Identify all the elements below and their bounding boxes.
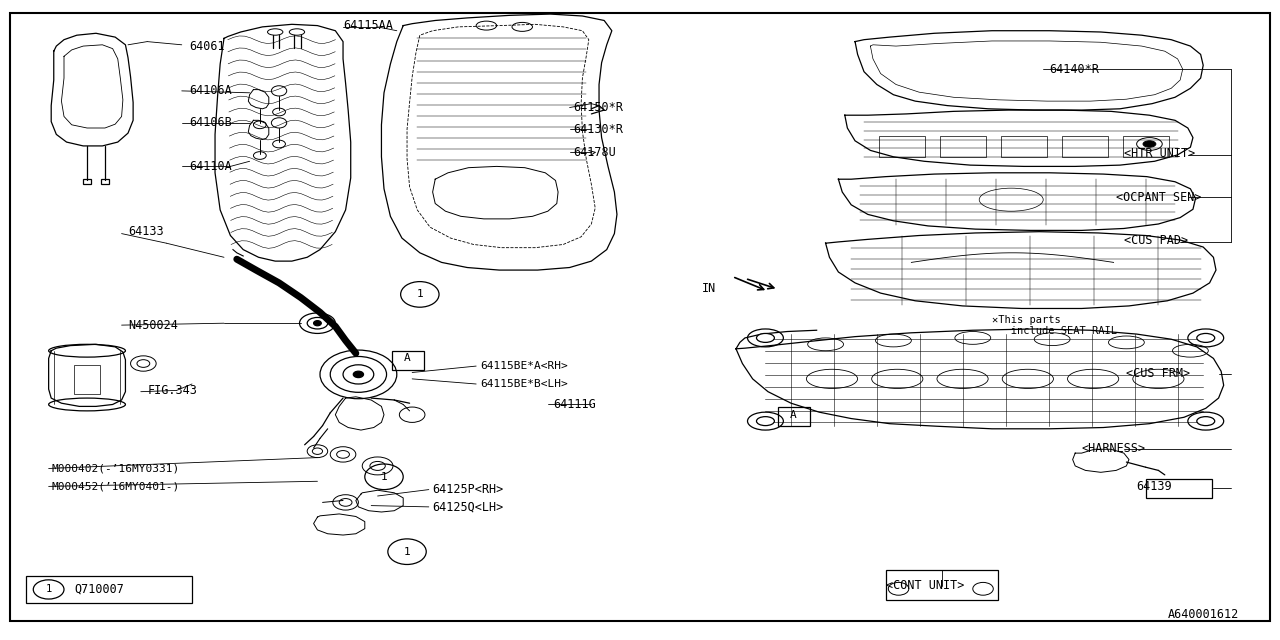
Text: M000452(’16MY0401-): M000452(’16MY0401-) bbox=[51, 481, 179, 492]
Text: 64111G: 64111G bbox=[553, 398, 595, 411]
Text: 64110A: 64110A bbox=[189, 160, 232, 173]
Text: 64115BE*B<LH>: 64115BE*B<LH> bbox=[480, 379, 568, 389]
Text: 64061: 64061 bbox=[189, 40, 225, 52]
Text: A640001612: A640001612 bbox=[1167, 608, 1239, 621]
Bar bbox=[74, 365, 100, 394]
Bar bbox=[1062, 136, 1107, 157]
Text: <CUS FRM>: <CUS FRM> bbox=[1126, 367, 1190, 380]
Text: 64178U: 64178U bbox=[573, 146, 616, 159]
Bar bbox=[1146, 479, 1212, 498]
Bar bbox=[101, 179, 109, 184]
Polygon shape bbox=[826, 232, 1216, 308]
Polygon shape bbox=[314, 514, 365, 535]
Bar bbox=[83, 179, 91, 184]
Ellipse shape bbox=[1143, 141, 1156, 147]
Polygon shape bbox=[248, 90, 269, 109]
Text: 64115AA: 64115AA bbox=[343, 19, 393, 32]
Text: 64125Q<LH>: 64125Q<LH> bbox=[433, 500, 504, 513]
Polygon shape bbox=[51, 33, 133, 146]
Text: 64133: 64133 bbox=[128, 225, 164, 238]
Text: <CUS PAD>: <CUS PAD> bbox=[1124, 234, 1188, 247]
Text: <HARNESS>: <HARNESS> bbox=[1082, 442, 1146, 454]
Text: 64139: 64139 bbox=[1137, 480, 1172, 493]
Polygon shape bbox=[381, 14, 617, 270]
Text: 64125P<RH>: 64125P<RH> bbox=[433, 483, 504, 496]
Polygon shape bbox=[248, 120, 269, 140]
Text: ✕This parts
   include SEAT RAIL: ✕This parts include SEAT RAIL bbox=[992, 315, 1117, 337]
Ellipse shape bbox=[353, 371, 364, 378]
Text: 1: 1 bbox=[403, 547, 411, 557]
Text: IN: IN bbox=[701, 282, 716, 294]
Bar bbox=[1001, 136, 1047, 157]
Text: 1: 1 bbox=[46, 584, 51, 595]
Polygon shape bbox=[49, 344, 125, 406]
Polygon shape bbox=[845, 110, 1193, 166]
Text: <OCPANT SEN>: <OCPANT SEN> bbox=[1116, 191, 1202, 204]
Text: 64150*R: 64150*R bbox=[573, 101, 623, 114]
Ellipse shape bbox=[314, 321, 321, 326]
Text: M000402(-’16MY0331): M000402(-’16MY0331) bbox=[51, 463, 179, 474]
Bar bbox=[886, 570, 998, 600]
Text: FIG.343: FIG.343 bbox=[147, 384, 197, 397]
Bar bbox=[26, 576, 192, 603]
Bar bbox=[940, 136, 987, 157]
Polygon shape bbox=[356, 490, 403, 512]
Polygon shape bbox=[736, 329, 1224, 429]
Text: 64130*R: 64130*R bbox=[573, 123, 623, 136]
Text: <HTR UNIT>: <HTR UNIT> bbox=[1124, 147, 1196, 160]
Polygon shape bbox=[335, 397, 384, 430]
Bar bbox=[1123, 136, 1169, 157]
Polygon shape bbox=[1073, 449, 1129, 472]
Text: 1: 1 bbox=[380, 472, 388, 482]
Bar bbox=[879, 136, 925, 157]
Ellipse shape bbox=[1197, 417, 1215, 426]
Ellipse shape bbox=[1197, 333, 1215, 342]
Text: A: A bbox=[403, 353, 411, 364]
Text: 64106A: 64106A bbox=[189, 84, 232, 97]
Polygon shape bbox=[838, 173, 1196, 230]
Polygon shape bbox=[215, 24, 351, 261]
Text: 64140*R: 64140*R bbox=[1050, 63, 1100, 76]
Bar bbox=[392, 351, 424, 370]
Text: 64115BE*A<RH>: 64115BE*A<RH> bbox=[480, 361, 568, 371]
Polygon shape bbox=[433, 166, 558, 219]
Ellipse shape bbox=[756, 417, 774, 426]
Text: <CONT UNIT>: <CONT UNIT> bbox=[886, 579, 964, 592]
Text: A: A bbox=[790, 410, 797, 420]
Text: N450024: N450024 bbox=[128, 319, 178, 332]
Text: 1: 1 bbox=[416, 289, 424, 300]
Text: Q710007: Q710007 bbox=[74, 583, 124, 596]
Polygon shape bbox=[855, 31, 1203, 110]
Bar bbox=[778, 407, 810, 426]
Ellipse shape bbox=[756, 333, 774, 342]
Text: 64106B: 64106B bbox=[189, 116, 232, 129]
